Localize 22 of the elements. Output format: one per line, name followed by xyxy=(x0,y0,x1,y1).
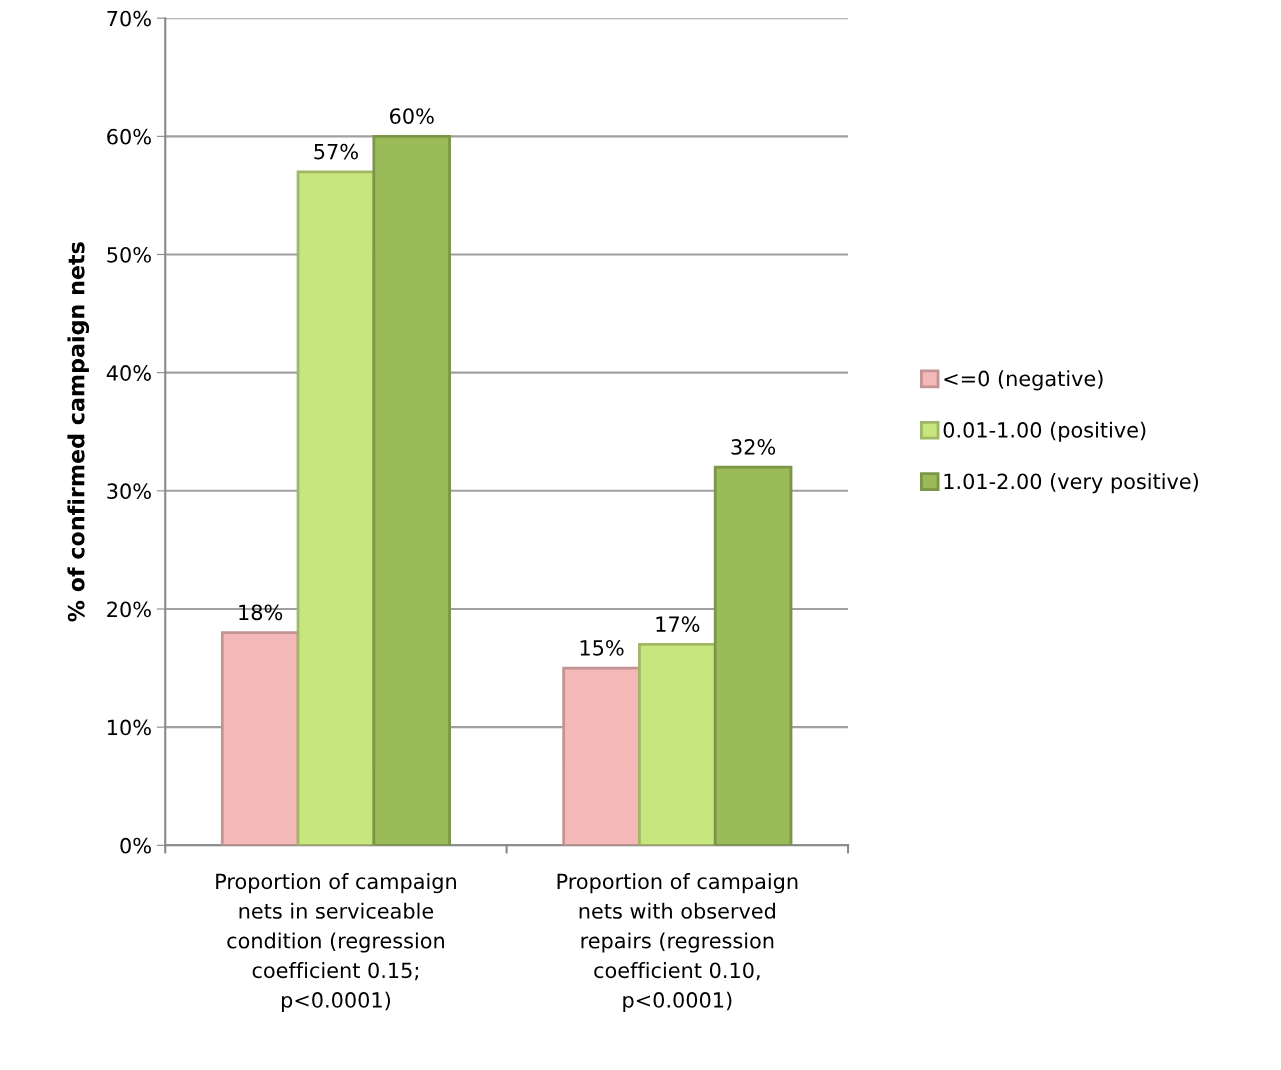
legend-label: 1.01-2.00 (very positive) xyxy=(944,473,1198,494)
y-tick-label: 30% xyxy=(107,483,151,500)
legend-label: <=0 (negative) xyxy=(944,370,1103,391)
x-tick-label: Proportion of campaign nets in serviceable condition (regression coefficient 0.15; p<0.0001) xyxy=(216,873,456,1012)
bar xyxy=(220,631,300,846)
y-tick-label: 60% xyxy=(107,128,151,145)
data-label: 60% xyxy=(390,108,434,124)
y-tick-label: 50% xyxy=(107,246,151,263)
data-label: 57% xyxy=(314,143,358,160)
data-label: 18% xyxy=(239,604,283,621)
y-tick-label: 40% xyxy=(106,365,151,381)
y-tick-label: 20% xyxy=(107,601,151,618)
y-axis-title: % of confirmed campaign nets xyxy=(67,242,90,622)
legend-label: 0.01-1.00 (positive) xyxy=(943,421,1146,442)
y-tick-label: 0% xyxy=(120,837,151,854)
y-tick-label: 10% xyxy=(108,719,151,736)
data-label: 17% xyxy=(656,616,700,633)
data-label: 32% xyxy=(731,439,776,455)
y-tick-label: 70% xyxy=(107,10,151,27)
data-label: 15% xyxy=(580,639,624,656)
x-tick-label: Proportion of campaign nets with observed repairs (regression coefficient 0.10, p<0.0001) xyxy=(557,873,798,1012)
bar xyxy=(562,666,641,846)
